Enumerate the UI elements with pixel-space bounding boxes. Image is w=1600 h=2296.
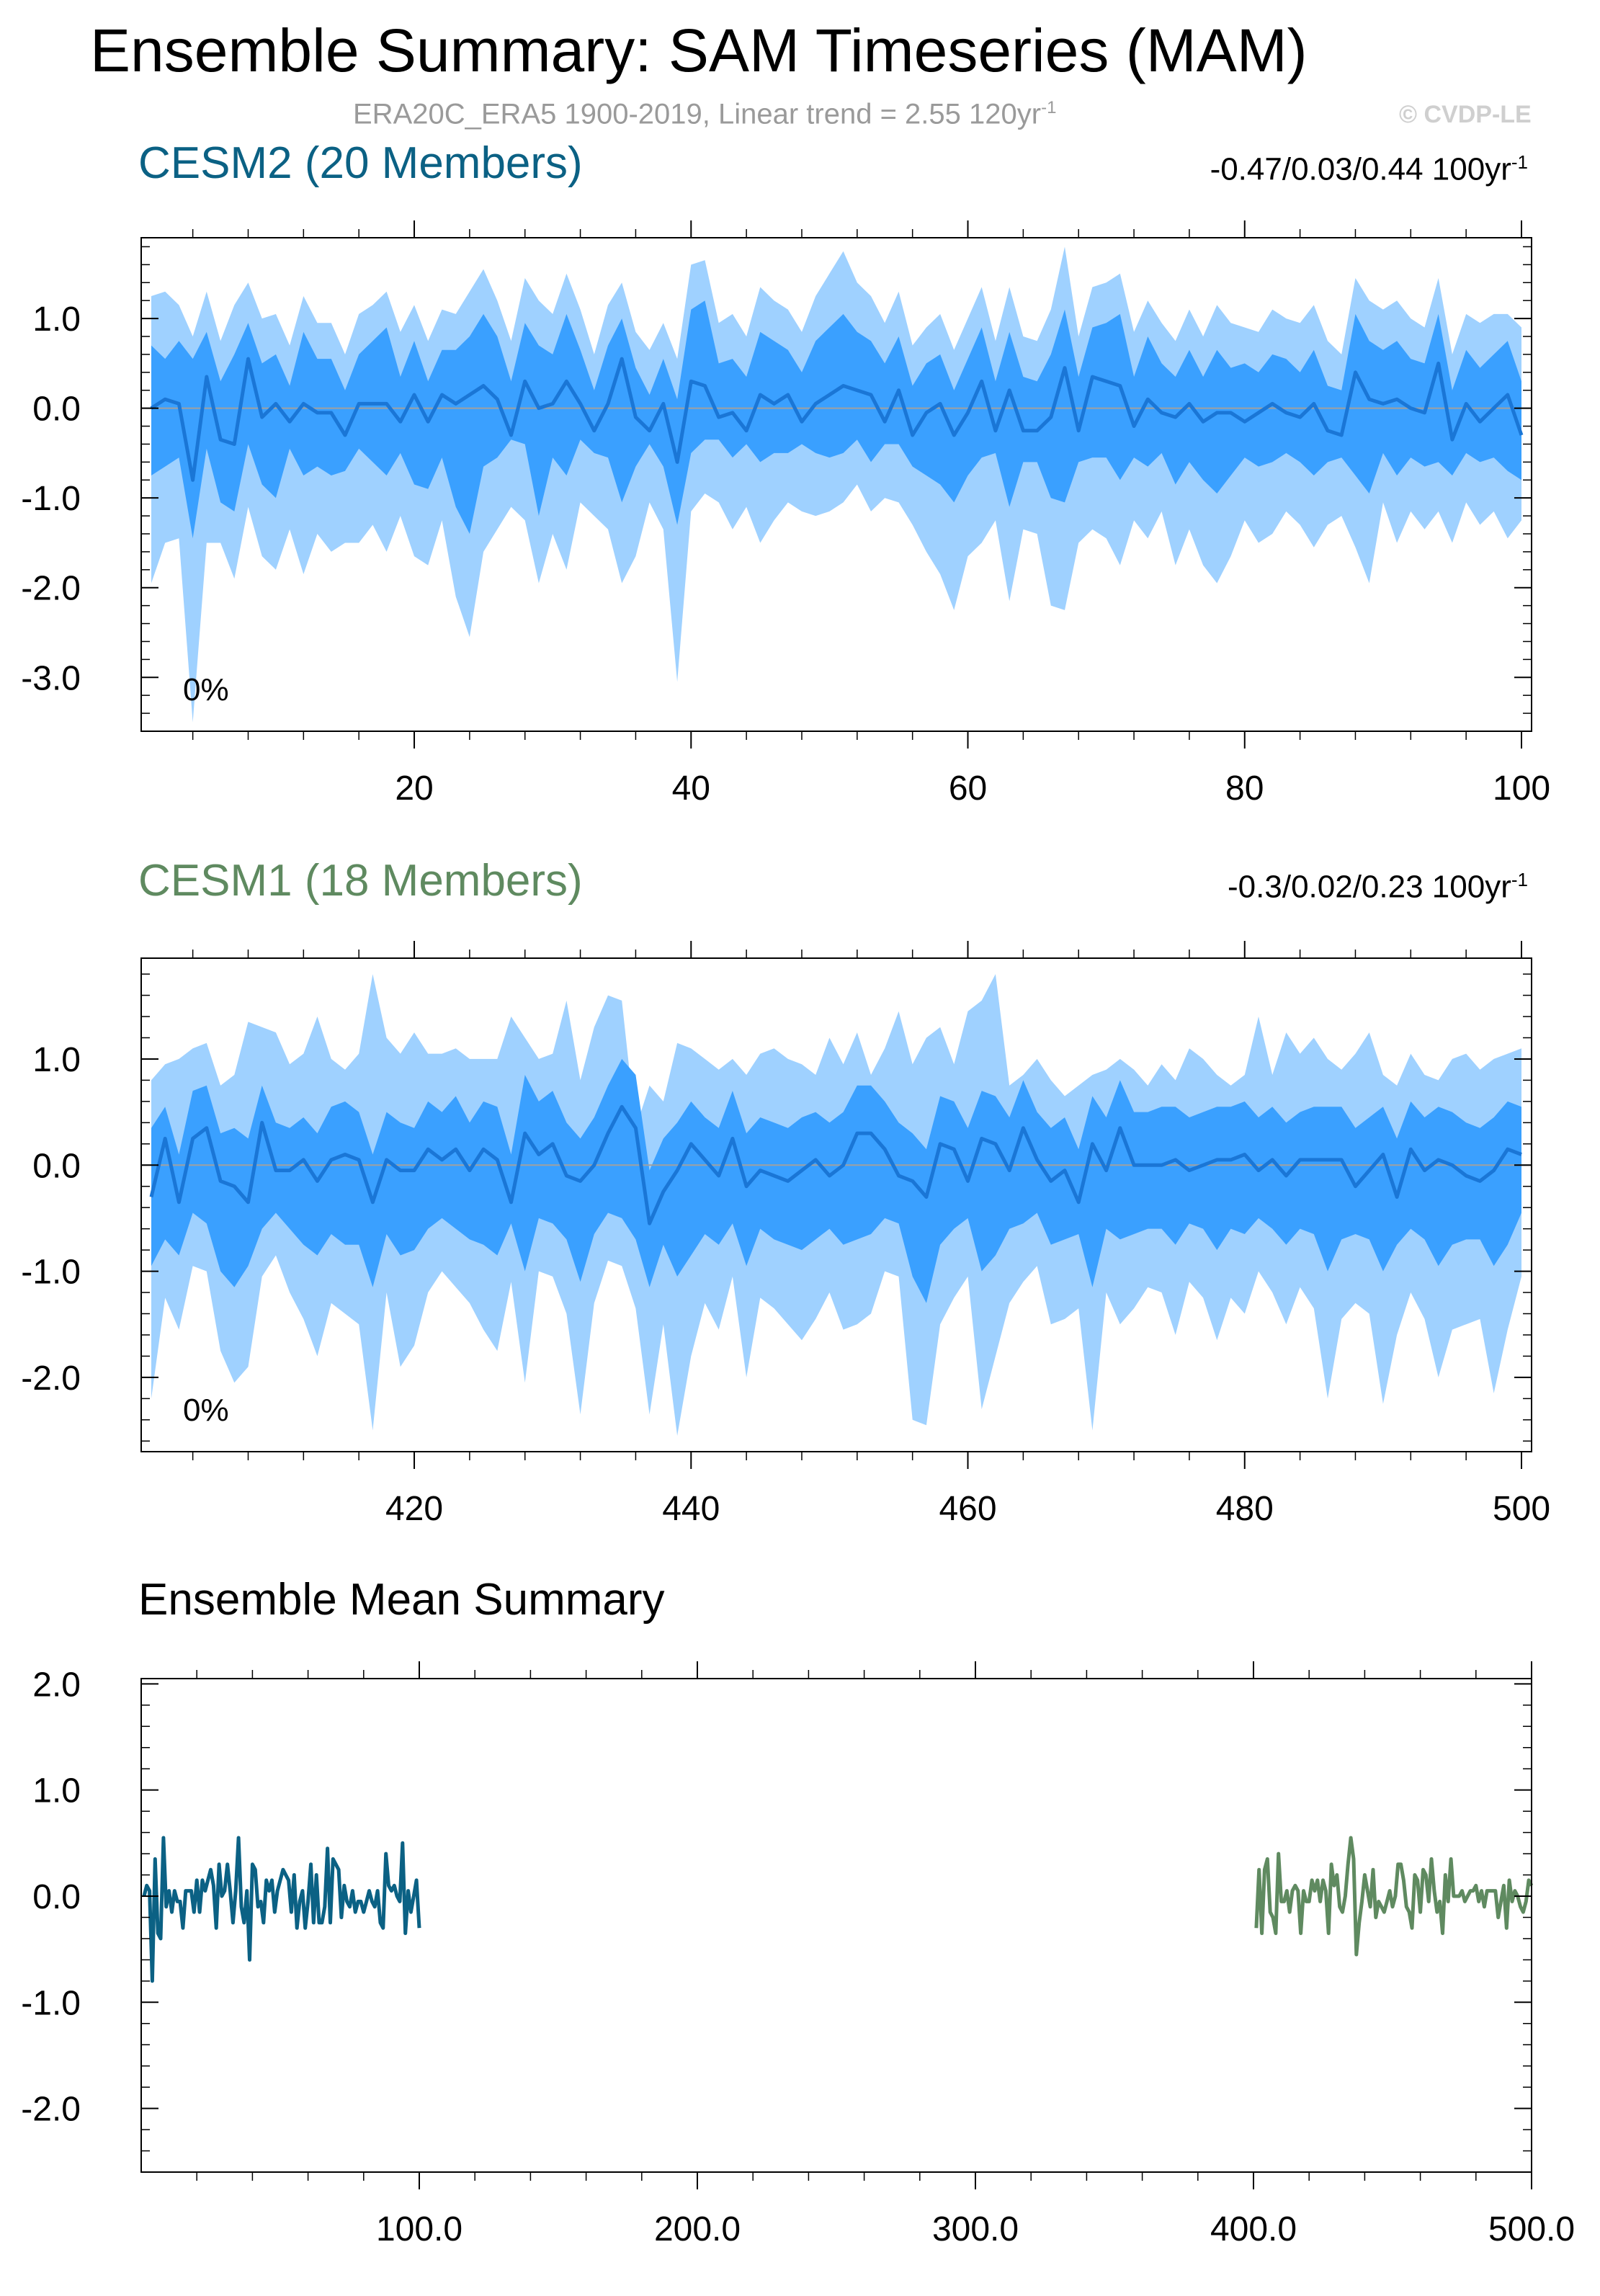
panel-3-title: Ensemble Mean Summary xyxy=(138,1575,665,1625)
ensemble-range-band xyxy=(151,246,1521,723)
panel-2-range-exponent: -1 xyxy=(1511,869,1528,890)
y-tick-label: -1.0 xyxy=(21,1984,81,2022)
y-tick-label: -1.0 xyxy=(21,480,81,518)
x-tick-label: 300.0 xyxy=(932,2210,1019,2248)
x-tick-label: 100 xyxy=(1493,769,1550,808)
percent-label: 0% xyxy=(183,1393,229,1428)
y-tick-label: -2.0 xyxy=(21,1359,81,1398)
x-tick-label: 440 xyxy=(662,1490,720,1528)
plot-frame xyxy=(140,237,1532,732)
x-tick-label: 480 xyxy=(1216,1490,1274,1528)
ensemble-10-90-band xyxy=(151,1058,1521,1303)
percent-label: 0% xyxy=(183,672,229,707)
ensemble-mean-line xyxy=(150,357,1524,482)
x-tick-label: 40 xyxy=(672,769,710,808)
plot-frame xyxy=(140,957,1532,1452)
x-tick-label: 420 xyxy=(385,1490,443,1528)
y-tick-label: -2.0 xyxy=(21,570,81,608)
panel-1-axes: 1.0 0.0 -1.0 -2.0 -3.0 20 40 60 80 100 xyxy=(21,220,1550,808)
y-tick-label: -1.0 xyxy=(21,1254,81,1292)
subtitle: ERA20C_ERA5 1900-2019, Linear trend = 2.… xyxy=(353,98,1057,130)
panel-3-plot xyxy=(142,1836,1534,1983)
panel-2-range-text: -0.3/0.02/0.23 100yr xyxy=(1228,869,1511,905)
y-tick-label: 1.0 xyxy=(32,1041,81,1079)
y-tick-label: 2.0 xyxy=(32,1666,81,1704)
panel-2-axes: 1.0 0.0 -1.0 -2.0 420 440 460 480 500 xyxy=(21,941,1550,1528)
panel-1-plot: 0% xyxy=(141,246,1532,723)
x-tick-label: 500 xyxy=(1493,1490,1550,1528)
copyright-label: © CVDP-LE xyxy=(1399,101,1532,128)
cesm1-mean-line xyxy=(1254,1836,1534,1957)
subtitle-exponent: -1 xyxy=(1041,98,1057,117)
ensemble-mean-line xyxy=(149,1104,1522,1225)
y-tick-label: 0.0 xyxy=(32,390,81,429)
x-tick-label: 500.0 xyxy=(1488,2210,1575,2248)
x-tick-label: 20 xyxy=(395,769,433,808)
y-tick-label: 1.0 xyxy=(32,300,81,339)
ensemble-10-90-band xyxy=(151,300,1521,539)
x-tick-label: 80 xyxy=(1225,769,1264,808)
y-tick-label: 0.0 xyxy=(32,1147,81,1185)
y-tick-label: 0.0 xyxy=(32,1878,81,1916)
x-tick-label: 400.0 xyxy=(1210,2210,1297,2248)
y-tick-label: -3.0 xyxy=(21,659,81,697)
plot-frame xyxy=(140,1678,1532,2173)
subtitle-text: ERA20C_ERA5 1900-2019, Linear trend = 2.… xyxy=(353,98,1042,130)
panel-2-title: CESM1 (18 Members) xyxy=(138,856,583,906)
x-tick-label: 200.0 xyxy=(654,2210,741,2248)
panel-2-plot: 0% xyxy=(141,974,1532,1436)
y-tick-label: -2.0 xyxy=(21,2091,81,2129)
panel-3-axes: 2.0 1.0 0.0 -1.0 -2.0 100.0 200.0 300.0 400.0 500… xyxy=(21,1661,1575,2248)
main-title: Ensemble Summary: SAM Timeseries (MAM) xyxy=(90,17,1308,84)
panel-1-title: CESM2 (20 Members) xyxy=(138,138,583,188)
panel-1-range: -0.47/0.03/0.44 100yr-1 xyxy=(1210,153,1528,186)
panel-1-range-exponent: -1 xyxy=(1511,151,1528,173)
x-tick-label: 60 xyxy=(949,769,987,808)
cesm2-mean-line xyxy=(142,1836,421,1983)
x-tick-label: 100.0 xyxy=(376,2210,462,2248)
panel-1-range-text: -0.47/0.03/0.44 100yr xyxy=(1210,151,1511,187)
panel-2-range: -0.3/0.02/0.23 100yr-1 xyxy=(1228,870,1528,903)
y-tick-label: 1.0 xyxy=(32,1772,81,1810)
x-tick-label: 460 xyxy=(939,1490,996,1528)
